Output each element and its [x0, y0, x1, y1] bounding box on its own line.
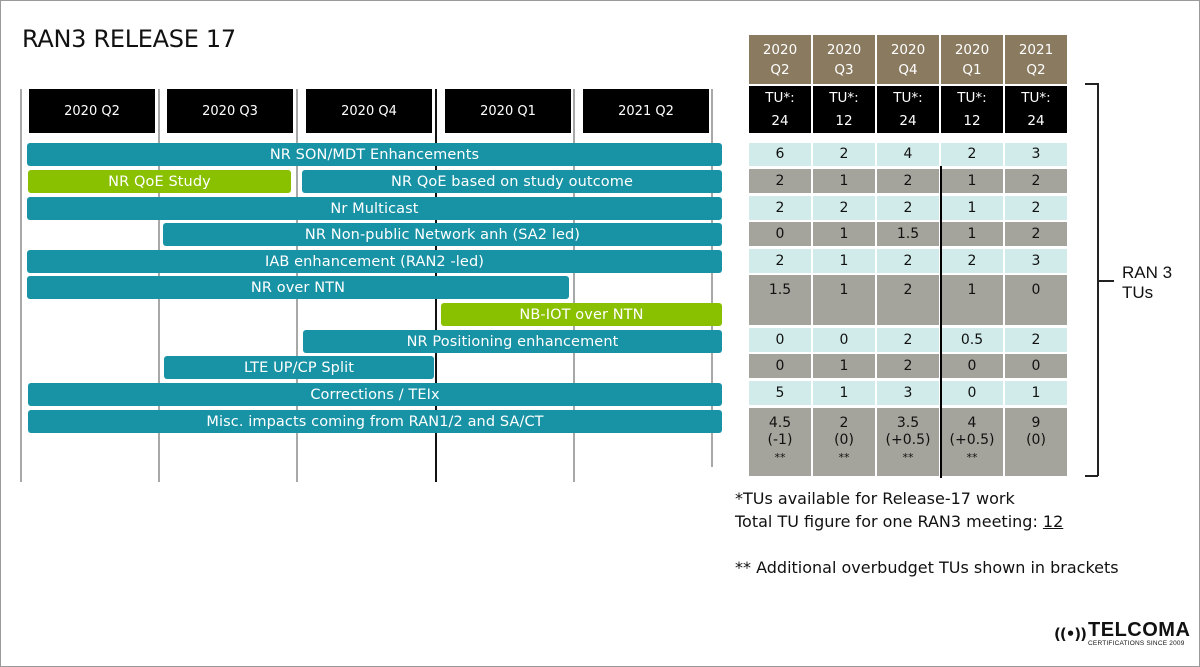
- table-cell: 1: [941, 169, 1003, 193]
- table-cell: 2: [941, 249, 1003, 273]
- table-cell: 0: [749, 222, 811, 246]
- bracket-top: [1085, 83, 1098, 85]
- page-title: RAN3 RELEASE 17: [22, 25, 236, 53]
- note-overbudget: ** Additional overbudget TUs shown in br…: [735, 558, 1119, 577]
- table-cell: 0: [1005, 354, 1067, 378]
- table-header-col-3: 2020 Q4: [877, 35, 939, 84]
- bar-nr-son-mdt: NR SON/MDT Enhancements: [27, 143, 722, 166]
- table-total-cell: 4.5 (-1) **: [749, 408, 811, 476]
- table-cell: 0: [749, 328, 811, 352]
- table-cell: 1: [813, 249, 875, 273]
- table-total-cell: 4 (+0.5) **: [941, 408, 1003, 476]
- bar-misc-impacts: Misc. impacts coming from RAN1/2 and SA/…: [28, 410, 722, 433]
- table-header-col-2: 2020 Q3: [813, 35, 875, 84]
- gridline: [573, 89, 575, 482]
- note-total-tu: Total TU figure for one RAN3 meeting: 12: [735, 512, 1064, 531]
- gridline: [711, 89, 713, 467]
- table-cell: 2: [877, 249, 939, 273]
- table-cell: 1: [941, 196, 1003, 220]
- bar-nr-positioning: NR Positioning enhancement: [303, 330, 722, 353]
- bar-nr-over-ntn: NR over NTN: [27, 276, 569, 299]
- table-total-cell: 9 (0): [1005, 408, 1067, 476]
- table-cell: 2: [813, 143, 875, 166]
- table-total-cell: 2 (0) **: [813, 408, 875, 476]
- table-cell: 0: [1005, 275, 1067, 325]
- table-cell: 0.5: [941, 328, 1003, 352]
- quarter-header-1: 2020 Q2: [29, 89, 155, 133]
- table-header-col-5: 2021 Q2: [1005, 35, 1067, 84]
- table-cell: 0: [941, 354, 1003, 378]
- tu-available-col-2: TU*: 12: [813, 86, 875, 133]
- table-cell: 2: [749, 249, 811, 273]
- table-cell: 2: [1005, 222, 1067, 246]
- table-header-col-1: 2020 Q2: [749, 35, 811, 84]
- table-cell: 2: [1005, 196, 1067, 220]
- table-cell: 2: [941, 143, 1003, 166]
- gridline: [20, 89, 22, 482]
- table-cell: 2: [877, 275, 939, 325]
- table-cell: 2: [877, 169, 939, 193]
- table-cell: 1.5: [749, 275, 811, 325]
- tu-available-col-4: TU*: 12: [941, 86, 1003, 133]
- tu-available-col-1: TU*: 24: [749, 86, 811, 133]
- bar-iab-enhancement: IAB enhancement (RAN2 -led): [27, 250, 722, 273]
- bracket-bottom: [1085, 475, 1098, 477]
- bar-lte-up-cp-split: LTE UP/CP Split: [164, 356, 434, 379]
- table-cell: 0: [941, 381, 1003, 405]
- bar-nr-qoe-study: NR QoE Study: [28, 170, 291, 193]
- table-cell: 1: [813, 381, 875, 405]
- table-cell: 6: [749, 143, 811, 166]
- table-cell: 2: [877, 328, 939, 352]
- quarter-header-5: 2021 Q2: [583, 89, 709, 133]
- table-cell: 2: [877, 354, 939, 378]
- quarter-header-4: 2020 Q1: [445, 89, 571, 133]
- table-cell: 0: [749, 354, 811, 378]
- table-cell: 1: [1005, 381, 1067, 405]
- logo-name: TELCOMA: [1088, 619, 1191, 641]
- table-cell: 1.5: [877, 222, 939, 246]
- table-cell: 3: [1005, 249, 1067, 273]
- table-cell: 1: [941, 275, 1003, 325]
- quarter-header-2: 2020 Q3: [167, 89, 293, 133]
- table-cell: 5: [749, 381, 811, 405]
- table-cell: 3: [877, 381, 939, 405]
- tu-available-col-5: TU*: 24: [1005, 86, 1067, 133]
- table-cell: 2: [749, 169, 811, 193]
- bar-nb-iot-over-ntn: NB-IOT over NTN: [441, 303, 722, 326]
- table-cell: 2: [877, 196, 939, 220]
- bar-nr-qoe-outcome: NR QoE based on study outcome: [302, 170, 722, 193]
- note-tus-available: *TUs available for Release-17 work: [735, 489, 1015, 508]
- table-cell: 3: [1005, 143, 1067, 166]
- table-total-cell: 3.5 (+0.5) **: [877, 408, 939, 476]
- table-cell: 2: [749, 196, 811, 220]
- table-cell: 1: [813, 169, 875, 193]
- table-cell: 2: [1005, 169, 1067, 193]
- bar-nr-non-public-network: NR Non-public Network anh (SA2 led): [163, 223, 722, 246]
- table-cell: 1: [941, 222, 1003, 246]
- table-cell: 1: [813, 354, 875, 378]
- bracket-vertical: [1097, 83, 1099, 476]
- bar-corrections-teix: Corrections / TEIx: [28, 383, 722, 406]
- logo-tagline: CERTIFICATIONS SINCE 2009: [1088, 640, 1185, 647]
- telcoma-logo: ((•)) TELCOMA CERTIFICATIONS SINCE 2009: [1054, 620, 1190, 648]
- quarter-header-3: 2020 Q4: [306, 89, 432, 133]
- bracket-tick: [1098, 280, 1114, 282]
- table-cell: 1: [813, 275, 875, 325]
- table-header-col-4: 2020 Q1: [941, 35, 1003, 84]
- signal-waves-icon: ((•)): [1054, 624, 1087, 643]
- table-cell: 1: [813, 222, 875, 246]
- table-cell: 0: [813, 328, 875, 352]
- table-current-separator: [940, 166, 942, 478]
- bracket-label: RAN 3 TUs: [1122, 263, 1173, 302]
- bar-nr-multicast: Nr Multicast: [27, 197, 722, 220]
- tu-available-col-3: TU*: 24: [877, 86, 939, 133]
- table-cell: 2: [813, 196, 875, 220]
- table-cell: 2: [1005, 328, 1067, 352]
- table-cell: 4: [877, 143, 939, 166]
